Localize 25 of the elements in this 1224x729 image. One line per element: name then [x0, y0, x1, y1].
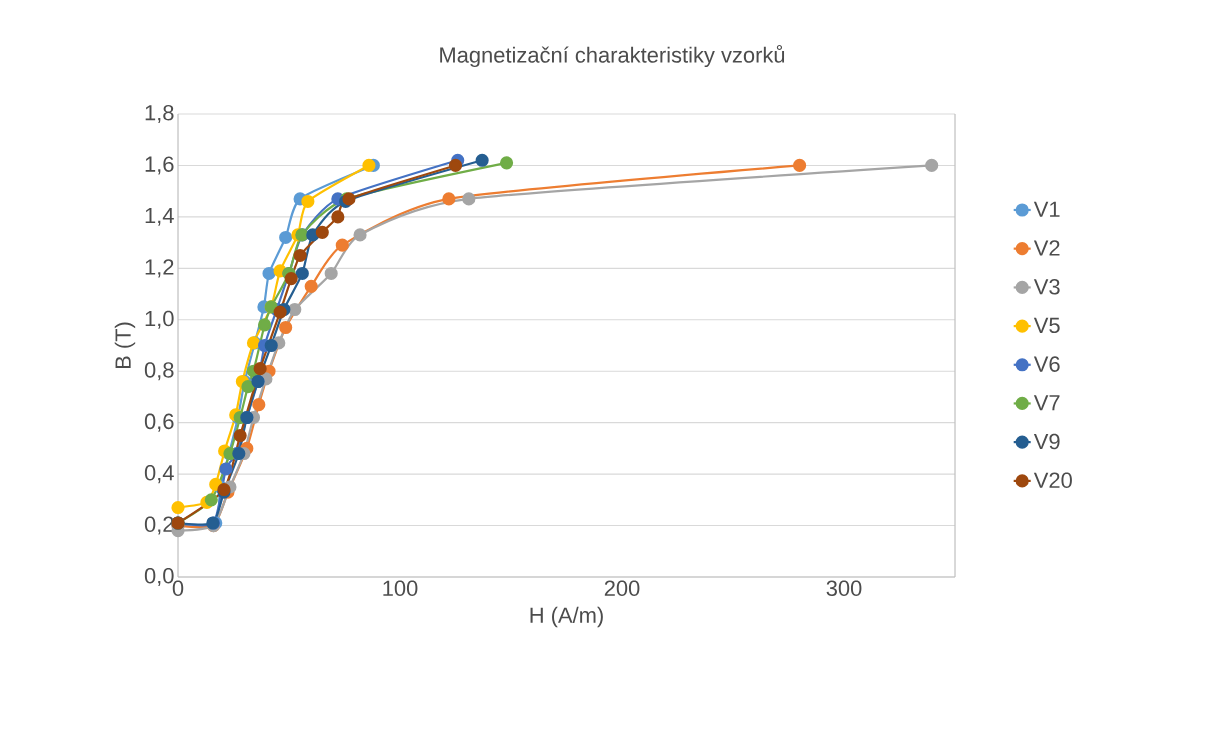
y-tick-label: 1,6 — [145, 156, 174, 175]
legend-label: V6 — [1033, 356, 1060, 372]
y-tick-label: 1,2 — [145, 259, 174, 278]
x-tick-label: 200 — [604, 580, 640, 597]
y-tick-label: 0,2 — [144, 516, 174, 535]
y-tick-label: 0,6 — [144, 413, 174, 432]
y-tick-label: 0,8 — [144, 362, 174, 381]
legend-label: V5 — [1033, 317, 1060, 334]
legend-label: V2 — [1033, 240, 1060, 256]
y-tick-label: 1,8 — [145, 104, 174, 124]
y-tick-label: 1,0 — [145, 310, 174, 329]
x-tick-label: 300 — [826, 580, 862, 597]
legend-label: V20 — [1033, 472, 1072, 489]
y-tick-label: 1,4 — [145, 207, 174, 226]
y-tick-label: 0,4 — [144, 465, 174, 484]
legend-label: V7 — [1033, 395, 1060, 411]
y-axis-title: B (T) — [114, 322, 136, 369]
x-axis-title: H (A/m) — [530, 606, 603, 628]
y-tick-label: 0,0 — [144, 567, 174, 587]
chart-title: Magnetizační charakteristiky vzorků — [440, 44, 785, 68]
legend-label: V3 — [1033, 279, 1060, 295]
legend-label: V9 — [1033, 433, 1060, 450]
x-tick-label: 100 — [383, 580, 418, 597]
legend-label: V1 — [1033, 201, 1060, 217]
x-tick-label: 0 — [172, 580, 184, 597]
